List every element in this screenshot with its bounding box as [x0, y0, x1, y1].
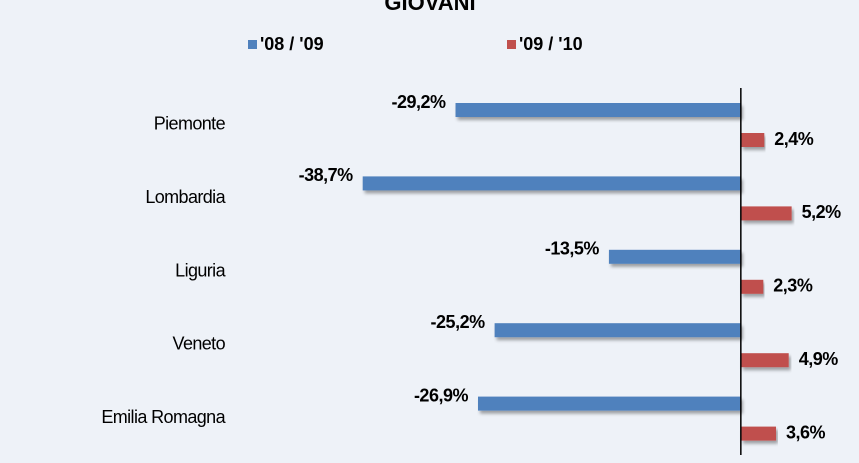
bar [740, 279, 764, 294]
value-label: 2,3% [773, 276, 813, 296]
legend-swatch [248, 40, 257, 49]
bar [362, 176, 741, 191]
value-label: 2,4% [774, 129, 814, 149]
category-label: Emilia Romagna [101, 407, 226, 427]
value-label: -38,7% [299, 165, 354, 185]
category-label: Lombardia [145, 187, 226, 207]
value-label: -25,2% [431, 312, 486, 332]
bar [740, 353, 789, 368]
bar [477, 396, 741, 411]
bar [740, 426, 777, 441]
value-label: 4,9% [799, 349, 839, 369]
chart-title: GIOVANI [384, 0, 475, 15]
bar [740, 133, 765, 147]
category-label: Piemonte [154, 113, 226, 133]
legend-label: '09 / '10 [519, 34, 583, 54]
value-label: -26,9% [414, 385, 469, 405]
bar [740, 206, 792, 221]
bar [455, 103, 741, 117]
bar [494, 323, 741, 338]
value-label: 5,2% [802, 202, 842, 222]
value-label: -29,2% [391, 92, 446, 112]
legend-swatch [507, 40, 516, 49]
legend-label: '08 / '09 [260, 34, 324, 54]
category-label: Liguria [175, 260, 226, 280]
category-label: Veneto [173, 334, 226, 354]
value-label: 3,6% [786, 422, 826, 442]
value-label: -13,5% [545, 239, 600, 259]
bar [608, 249, 741, 264]
